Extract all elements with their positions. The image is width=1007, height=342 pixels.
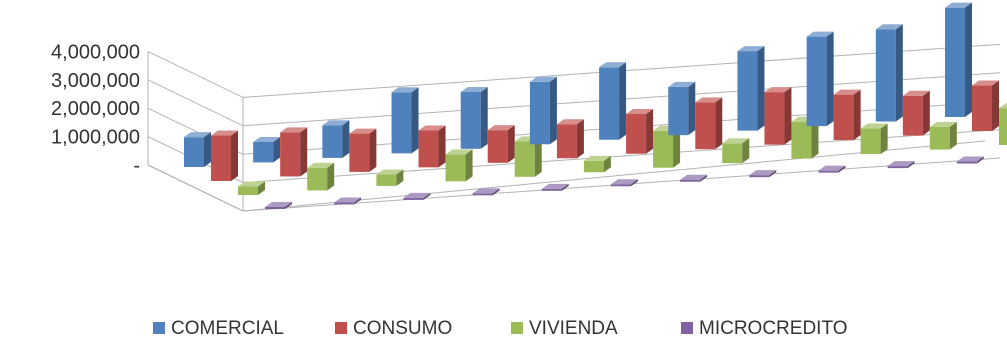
bar [445,149,473,182]
legend-swatch [681,322,693,334]
legend-swatch [153,322,165,334]
bar [460,87,488,149]
bar [307,162,335,191]
bar [945,2,972,117]
legend-label: COMERCIAL [171,318,284,339]
gridline [147,43,1001,98]
legend-swatch [511,322,523,334]
bar [265,202,292,209]
bar [349,128,377,172]
bar [722,138,750,164]
bar [737,46,765,131]
bar [818,165,846,173]
bar [322,120,350,158]
bar [418,125,446,168]
bar [875,24,903,122]
y-tick-label: 1,000,000 [51,127,140,149]
bar [238,181,265,195]
bar [599,62,627,140]
bar [280,127,308,177]
bar [487,125,515,163]
bar [626,108,654,154]
bar [929,121,957,150]
y-tick-label: - [133,155,140,177]
bar [833,89,861,141]
legend-item: COMERCIAL [153,318,284,339]
bar [972,80,999,131]
legend-label: MICROCREDITO [699,318,847,339]
legend-item: VIVIENDA [511,318,618,339]
bar [999,103,1007,145]
bar [610,179,638,187]
y-tick-label: 4,000,000 [51,41,140,63]
bar [680,174,708,182]
bar [956,156,984,164]
bar [860,123,888,155]
bar [764,87,792,145]
legend: COMERCIAL CONSUMO VIVIENDA MICROCREDITO [153,318,847,339]
bar [253,137,281,163]
bar [334,197,362,205]
bar [184,132,211,167]
legend-label: VIVIENDA [529,318,618,339]
legend-item: CONSUMO [335,318,452,339]
bar [902,90,930,136]
gridline [147,72,1001,127]
bars [184,2,1007,209]
bar [749,170,777,178]
bar [211,130,238,181]
bar [391,87,419,154]
bar [541,183,569,191]
bar [806,31,834,127]
legend-swatch [335,322,347,334]
bar [403,192,431,200]
legend-label: CONSUMO [353,318,452,339]
legend-item: MICROCREDITO [681,318,847,339]
bar [668,81,696,136]
bar [472,188,500,196]
y-tick-label: 2,000,000 [51,98,140,120]
bar [583,155,611,173]
bar [376,169,404,186]
y-tick-label: 3,000,000 [51,70,140,92]
axis-edge [147,164,244,212]
bar [695,97,723,150]
bar [887,161,915,169]
bar [529,76,557,145]
bar [556,119,584,159]
y-axis: - 1,000,000 2,000,000 3,000,000 4,000,000 [51,41,140,177]
